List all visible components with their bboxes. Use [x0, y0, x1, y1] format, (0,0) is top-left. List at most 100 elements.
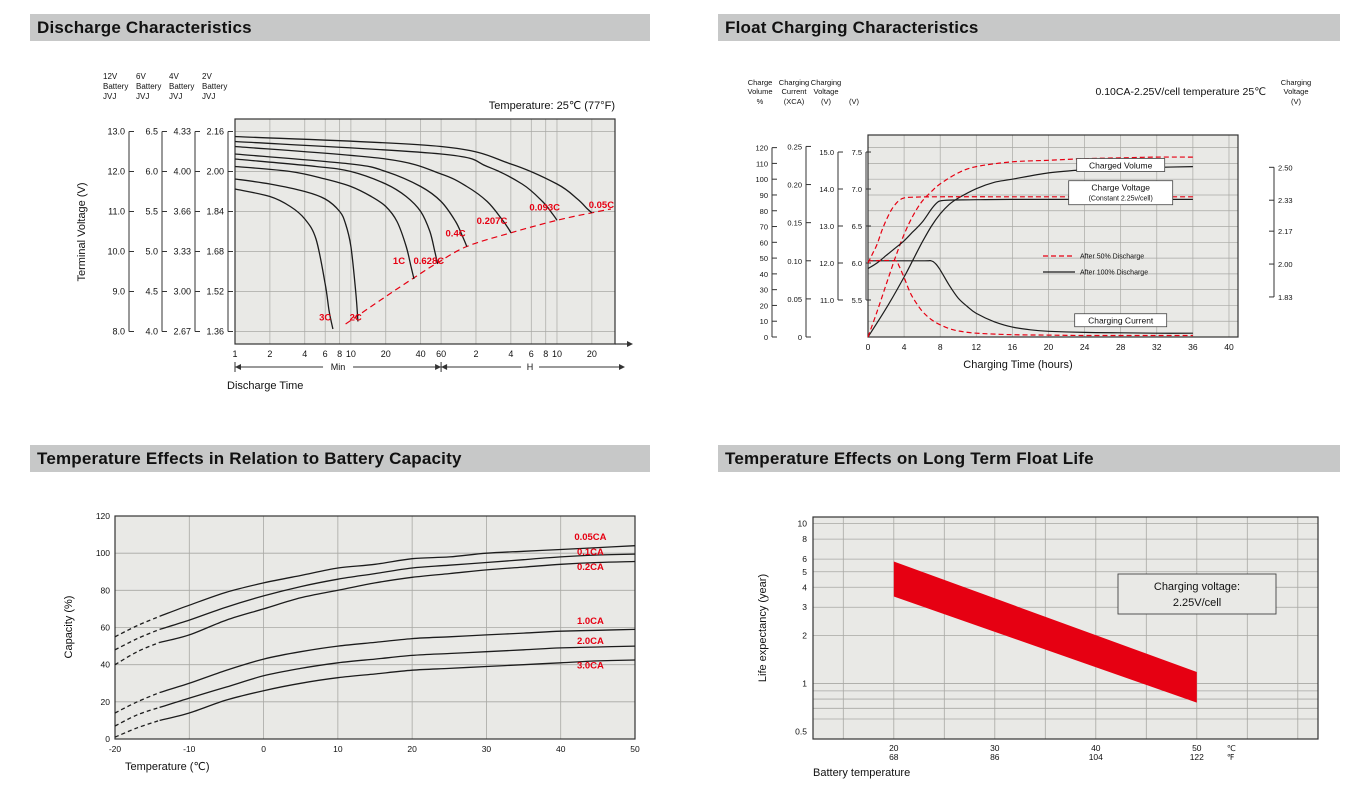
svg-text:32: 32 [1152, 342, 1162, 352]
svg-text:30: 30 [760, 286, 768, 295]
svg-text:50: 50 [630, 744, 640, 754]
svg-text:4.5: 4.5 [145, 287, 158, 297]
svg-text:(XCA): (XCA) [784, 97, 805, 106]
svg-text:1C: 1C [393, 256, 405, 267]
svg-text:4V: 4V [169, 72, 179, 81]
svg-text:120: 120 [96, 511, 110, 521]
svg-text:2: 2 [802, 630, 807, 640]
svg-text:20: 20 [760, 301, 768, 310]
svg-text:(V): (V) [821, 97, 832, 106]
svg-text:0: 0 [764, 333, 768, 342]
svg-text:Battery: Battery [202, 82, 227, 91]
svg-text:1.52: 1.52 [206, 287, 224, 297]
svg-text:0.05CA: 0.05CA [574, 532, 606, 543]
svg-text:(V): (V) [1291, 97, 1302, 106]
svg-text:Temperature (℃): Temperature (℃) [125, 761, 210, 773]
svg-text:Charging Current: Charging Current [1088, 316, 1154, 326]
svg-text:60: 60 [101, 623, 111, 633]
float-charging-chart: ChargeVolume%120110100908070605040302010… [747, 78, 1311, 371]
svg-text:0.093C: 0.093C [529, 202, 560, 213]
svg-text:50: 50 [1192, 743, 1202, 753]
svg-text:0.207C: 0.207C [477, 216, 508, 227]
svg-text:After 100% Discharge: After 100% Discharge [1080, 270, 1148, 277]
svg-text:1.84: 1.84 [206, 207, 224, 217]
svg-text:2.16: 2.16 [206, 127, 224, 137]
svg-text:JVJ: JVJ [136, 92, 149, 101]
svg-text:40: 40 [1091, 743, 1101, 753]
svg-text:20: 20 [889, 743, 899, 753]
discharge-characteristics-chart: 12VBatteryJVJ13.012.011.010.09.08.06VBat… [76, 72, 633, 392]
svg-text:3.33: 3.33 [173, 247, 191, 257]
panel-temperature-capacity: Temperature Effects in Relation to Batte… [30, 445, 650, 781]
svg-text:30: 30 [990, 743, 1000, 753]
svg-text:0.10CA-2.25V/cell temperature: 0.10CA-2.25V/cell temperature 25℃ [1095, 86, 1266, 98]
svg-text:68: 68 [889, 752, 899, 762]
svg-text:1.83: 1.83 [1278, 293, 1293, 302]
svg-text:Charged Volume: Charged Volume [1089, 160, 1153, 170]
svg-text:6: 6 [529, 349, 534, 359]
svg-text:4.00: 4.00 [173, 167, 191, 177]
svg-text:104: 104 [1089, 752, 1103, 762]
svg-text:Volume: Volume [747, 87, 772, 96]
svg-text:40: 40 [1224, 342, 1234, 352]
svg-text:3: 3 [802, 602, 807, 612]
svg-text:8: 8 [543, 349, 548, 359]
svg-text:Battery: Battery [103, 82, 128, 91]
svg-text:-10: -10 [183, 744, 196, 754]
svg-text:60: 60 [436, 349, 446, 359]
svg-text:0.15: 0.15 [787, 219, 802, 228]
svg-text:0: 0 [261, 744, 266, 754]
temperature-capacity-chart: 0 20 40 60 80 100 120 -20 -10 0 10 20 30 40 50 Capacity… [63, 511, 640, 773]
svg-text:Charging Time (hours): Charging Time (hours) [963, 359, 1072, 371]
svg-text:4.0: 4.0 [145, 327, 158, 337]
svg-text:28: 28 [1116, 342, 1126, 352]
svg-text:8.0: 8.0 [112, 327, 125, 337]
svg-text:2.33: 2.33 [1278, 196, 1293, 205]
svg-text:1.36: 1.36 [206, 327, 224, 337]
svg-text:Discharge Time: Discharge Time [227, 380, 303, 392]
float-life-chart: Charging voltage:2.25V/cell1086543210.52… [757, 516, 1319, 779]
svg-text:(V): (V) [849, 97, 860, 106]
svg-text:6.5: 6.5 [852, 222, 862, 231]
svg-text:110: 110 [756, 159, 768, 168]
svg-text:Charging: Charging [811, 78, 841, 87]
svg-text:24: 24 [1080, 342, 1090, 352]
svg-text:2V: 2V [202, 72, 212, 81]
svg-text:Current: Current [781, 87, 807, 96]
svg-text:Battery temperature: Battery temperature [813, 767, 910, 779]
svg-text:5.5: 5.5 [145, 207, 158, 217]
svg-text:0.05: 0.05 [787, 295, 802, 304]
svg-text:10: 10 [333, 744, 343, 754]
svg-text:℃: ℃ [1227, 744, 1236, 753]
svg-text:12: 12 [972, 342, 982, 352]
svg-text:30: 30 [482, 744, 492, 754]
svg-text:20: 20 [381, 349, 391, 359]
svg-text:10: 10 [346, 349, 356, 359]
svg-text:20: 20 [407, 744, 417, 754]
svg-text:Charging voltage:: Charging voltage: [1154, 581, 1240, 593]
svg-text:JVJ: JVJ [103, 92, 116, 101]
svg-text:3C: 3C [319, 312, 331, 323]
svg-text:10.0: 10.0 [107, 247, 125, 257]
panel-discharge-characteristics: Discharge Characteristics 12V Battery JVJ 1… [30, 14, 650, 405]
svg-text:6: 6 [802, 554, 807, 564]
svg-text:JVJ: JVJ [169, 92, 182, 101]
svg-text:12.0: 12.0 [107, 167, 125, 177]
section-title-float-life: Temperature Effects on Long Term Float L… [718, 445, 1340, 472]
svg-text:4: 4 [302, 349, 307, 359]
svg-text:0.25: 0.25 [787, 142, 802, 151]
svg-text:0.05C: 0.05C [589, 200, 614, 211]
svg-text:Voltage: Voltage [1283, 87, 1308, 96]
svg-text:9.0: 9.0 [112, 287, 125, 297]
section-title-temperature-capacity: Temperature Effects in Relation to Batte… [30, 445, 650, 472]
svg-text:50: 50 [760, 254, 768, 263]
svg-text:86: 86 [990, 752, 1000, 762]
svg-text:2.00: 2.00 [1278, 260, 1293, 269]
svg-text:60: 60 [760, 238, 768, 247]
svg-text:1: 1 [232, 349, 237, 359]
svg-text:40: 40 [760, 270, 768, 279]
svg-text:2C: 2C [350, 312, 362, 323]
svg-text:Battery: Battery [136, 82, 161, 91]
panel-float-charging: Float Charging Characteristics Charge Vol… [718, 14, 1340, 405]
svg-text:36: 36 [1188, 342, 1198, 352]
